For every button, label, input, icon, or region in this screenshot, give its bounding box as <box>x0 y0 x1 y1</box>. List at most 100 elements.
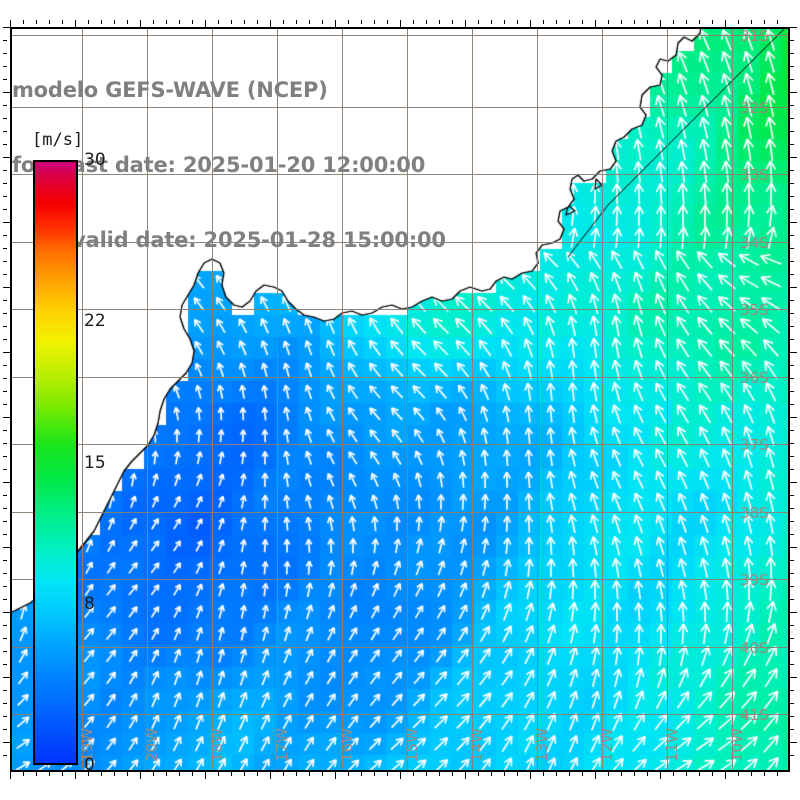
axis-tick <box>790 638 794 639</box>
axis-tick <box>3 573 7 574</box>
axis-tick <box>3 690 7 691</box>
axis-tick <box>3 443 7 444</box>
axis-tick <box>114 20 115 24</box>
axis-tick <box>296 20 297 24</box>
axis-tick <box>790 144 794 145</box>
axis-tick <box>738 772 739 776</box>
axis-tick <box>166 772 167 776</box>
axis-tick <box>75 772 76 779</box>
axis-tick <box>413 20 414 24</box>
axis-tick <box>751 772 752 776</box>
axis-tick <box>790 495 794 496</box>
axis-tick <box>790 170 794 171</box>
lat-label-31S: 31S <box>740 27 769 45</box>
axis-tick <box>348 20 349 24</box>
axis-tick <box>790 92 797 93</box>
axis-tick <box>3 729 7 730</box>
axis-tick <box>101 20 102 24</box>
axis-tick <box>790 482 797 483</box>
axis-tick <box>3 222 10 223</box>
gridline-parallel-7 <box>12 512 788 513</box>
lon-label-14W: 14W <box>468 728 486 762</box>
lon-label-15W: 15W <box>403 728 421 762</box>
axis-tick <box>790 404 794 405</box>
lat-label-32S: 32S <box>740 99 769 117</box>
axis-tick <box>790 534 794 535</box>
axis-tick <box>790 729 794 730</box>
axis-tick <box>3 599 7 600</box>
axis-tick <box>790 66 794 67</box>
axis-tick <box>3 118 7 119</box>
axis-tick <box>88 772 89 776</box>
axis-tick <box>595 772 596 779</box>
gridline-parallel-9 <box>12 647 788 648</box>
lon-label-12W: 12W <box>598 728 616 762</box>
axis-tick <box>244 20 245 24</box>
axis-tick <box>790 547 797 548</box>
wind-field-canvas <box>12 29 788 770</box>
axis-tick <box>634 772 635 776</box>
axis-tick <box>790 365 794 366</box>
axis-tick <box>3 417 10 418</box>
lat-label-36S: 36S <box>740 369 769 387</box>
axis-tick <box>3 560 7 561</box>
axis-tick <box>608 20 609 24</box>
axis-tick <box>725 772 726 779</box>
axis-tick <box>3 716 7 717</box>
axis-tick <box>790 456 794 457</box>
colorbar-tick-30: 30 <box>84 150 106 170</box>
axis-tick <box>790 599 794 600</box>
gridline-parallel-6 <box>12 444 788 445</box>
axis-tick <box>790 625 794 626</box>
axis-tick <box>413 772 414 776</box>
axis-tick <box>3 27 10 28</box>
axis-tick <box>244 772 245 776</box>
axis-tick <box>790 79 794 80</box>
lon-label-16W: 16W <box>338 728 356 762</box>
gridline-meridian-4 <box>342 29 343 770</box>
axis-tick <box>3 534 7 535</box>
axis-tick <box>439 772 440 776</box>
axis-tick <box>296 772 297 776</box>
bottom-axis-ticks <box>10 772 790 780</box>
axis-tick <box>556 20 557 24</box>
axis-tick <box>790 391 794 392</box>
axis-tick <box>3 261 7 262</box>
gridline-parallel-3 <box>12 242 788 243</box>
axis-tick <box>790 573 794 574</box>
axis-tick <box>790 248 794 249</box>
gridline-parallel-2 <box>12 174 788 175</box>
axis-tick <box>569 20 570 24</box>
axis-tick <box>3 53 7 54</box>
axis-tick <box>790 586 794 587</box>
axis-tick <box>309 20 310 24</box>
axis-tick <box>790 235 794 236</box>
axis-tick <box>790 274 794 275</box>
axis-tick <box>3 456 7 457</box>
axis-tick <box>3 521 7 522</box>
axis-tick <box>660 20 661 27</box>
lat-label-37S: 37S <box>740 436 769 454</box>
axis-tick <box>36 772 37 776</box>
axis-tick <box>205 20 206 27</box>
lat-label-40S: 40S <box>740 639 769 657</box>
axis-tick <box>790 560 794 561</box>
lat-label-41S: 41S <box>740 706 769 724</box>
gridline-meridian-6 <box>472 29 473 770</box>
axis-tick <box>309 772 310 776</box>
colorbar-tick-15: 15 <box>84 452 106 473</box>
axis-tick <box>3 651 7 652</box>
axis-tick <box>127 20 128 24</box>
gridline-meridian-9 <box>667 29 668 770</box>
axis-tick <box>3 326 7 327</box>
axis-tick <box>3 677 10 678</box>
title-valid-date: valid date: 2025-01-28 15:00:00 <box>72 228 446 252</box>
axis-tick <box>790 677 797 678</box>
axis-tick <box>3 755 7 756</box>
axis-tick <box>3 339 7 340</box>
axis-tick <box>790 261 794 262</box>
axis-tick <box>530 772 531 779</box>
axis-tick <box>764 772 765 776</box>
title-forecast-date: forecast date: 2025-01-20 12:00:00 <box>12 153 426 177</box>
axis-tick <box>517 772 518 776</box>
